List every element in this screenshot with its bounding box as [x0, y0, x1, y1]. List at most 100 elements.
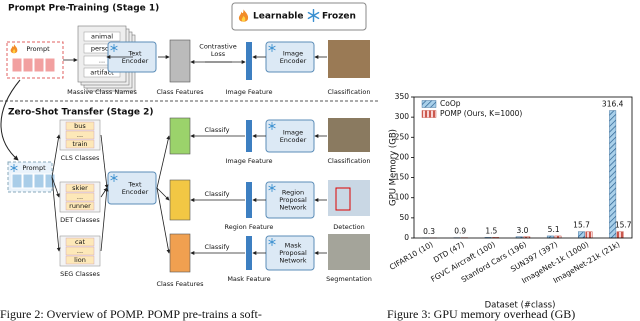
arrow — [100, 187, 109, 252]
bar — [616, 231, 624, 239]
label: Prompt Pre-Training (Stage 1) — [8, 4, 159, 14]
feature — [246, 120, 252, 152]
label: 316.4 — [602, 100, 624, 109]
label: Proposal — [279, 196, 307, 204]
label: Classification — [327, 88, 370, 96]
label: Encoder — [122, 188, 149, 196]
photo — [328, 40, 370, 78]
arrow — [51, 176, 61, 252]
label: artifact — [90, 69, 114, 77]
feature — [246, 182, 252, 218]
y-tick-label: 300 — [395, 112, 410, 121]
label: CLS Classes — [61, 154, 100, 162]
label: bus — [74, 122, 86, 130]
prompt-cell — [44, 173, 56, 189]
label: Prompt — [22, 164, 46, 172]
arrow — [100, 134, 109, 189]
prompt-cell — [22, 57, 34, 73]
label: Proposal — [279, 249, 307, 257]
y-tick-label: 100 — [395, 193, 410, 202]
label: cat — [75, 238, 86, 246]
label: ... — [77, 247, 83, 255]
label: Learnable — [253, 12, 303, 22]
arrow — [156, 187, 170, 201]
photo — [328, 234, 370, 270]
name-box — [65, 246, 95, 256]
label: Classify — [205, 243, 230, 251]
arrow — [0, 79, 21, 161]
prompt-cell — [22, 173, 34, 189]
label: Text — [127, 180, 142, 188]
feature — [169, 179, 191, 221]
prompt-cell — [33, 57, 45, 73]
label: Dataset (#class) — [485, 301, 556, 311]
label: Class Features — [156, 88, 204, 96]
label: Zero-Shot Transfer (Stage 2) — [8, 108, 154, 118]
prompt-cell — [33, 173, 45, 189]
label: Segmentation — [326, 275, 372, 283]
label: 15.7 — [615, 221, 632, 230]
label: person — [91, 45, 113, 53]
label: Text — [127, 49, 142, 57]
label: Prompt — [26, 45, 50, 53]
prompt-cell — [44, 57, 56, 73]
label: train — [72, 140, 87, 148]
label: runner — [69, 202, 91, 210]
label: Image — [283, 49, 303, 57]
label: Classification — [327, 157, 370, 165]
label: Encoder — [280, 57, 307, 65]
label: Image — [283, 128, 303, 136]
label: Mask Feature — [227, 275, 270, 283]
label: GPU Memory (GB) — [389, 129, 399, 206]
prompt-box — [6, 41, 64, 79]
label: Network — [279, 257, 306, 265]
label: Contrastive — [199, 42, 236, 50]
label: Detection — [333, 223, 365, 231]
label: Encoder — [280, 136, 307, 144]
label: Figure 2: Overview of POMP. POMP pre-tra… — [0, 307, 262, 321]
label: 5.1 — [548, 225, 560, 234]
feature — [169, 233, 191, 273]
legend-swatch — [421, 100, 437, 108]
label: SEG Classes — [60, 270, 100, 278]
bar — [578, 231, 585, 239]
bar — [609, 110, 617, 239]
label: Massive Class Names — [67, 88, 137, 96]
label: 3.0 — [517, 226, 529, 235]
name-box — [65, 121, 95, 131]
prompt-cell — [11, 173, 23, 189]
feature — [246, 42, 252, 80]
label: ... — [99, 57, 105, 65]
y-tick-label: 350 — [395, 92, 410, 101]
photo — [328, 180, 370, 216]
label: CIFAR10 (10) — [388, 240, 435, 272]
name-box — [65, 183, 95, 193]
label: Encoder — [122, 57, 149, 65]
arrow — [51, 176, 60, 198]
name-box — [83, 31, 121, 42]
name-box — [65, 139, 95, 149]
box — [335, 187, 351, 211]
label: 1.5 — [485, 226, 497, 235]
photo — [328, 118, 370, 152]
label: animal — [91, 33, 113, 41]
label: Loss — [211, 50, 226, 58]
label: DET Classes — [60, 216, 100, 224]
name-box — [65, 255, 95, 265]
bar — [585, 231, 593, 239]
y-tick-label: 250 — [395, 132, 410, 141]
legend-box — [231, 2, 367, 31]
y-tick-label: 0 — [404, 233, 409, 242]
label: 0.3 — [423, 227, 435, 236]
label: Class Features — [156, 280, 204, 288]
label: Classify — [205, 190, 230, 198]
legend-label: CoOp — [440, 99, 461, 108]
name-box — [65, 192, 95, 202]
y-tick-label: 200 — [395, 152, 410, 161]
label: Mask — [285, 242, 302, 250]
y-tick-label: 50 — [399, 213, 409, 222]
label: 0.9 — [454, 227, 466, 236]
label: Image Feature — [226, 157, 273, 165]
label: skier — [72, 184, 88, 192]
